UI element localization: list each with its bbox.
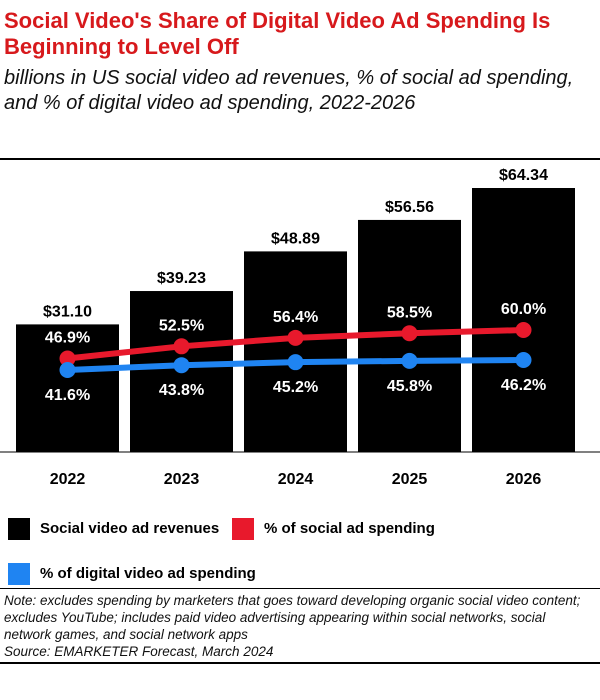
legend-swatch-digital [8,563,30,585]
legend-swatch-social [232,518,254,540]
digital-share-point-2025 [401,352,418,369]
legend-swatch-bars [8,518,30,540]
digital-share-value-label-2023: 43.8% [159,382,204,399]
x-tick-label-2023: 2023 [164,471,200,488]
digital-share-point-2022 [59,362,76,378]
social-share-value-label-2026: 60.0% [501,301,546,318]
bar-value-label-2026: $64.34 [499,167,548,184]
legend-label-social: % of social ad spending [264,520,435,537]
social-share-point-2022 [59,350,76,367]
social-share-point-2023 [173,338,190,355]
note-rule [0,588,600,589]
bottom-rule [0,662,600,664]
bar-2024 [244,251,347,452]
chart-subtitle: billions in US social video ad revenues,… [4,67,574,114]
social-share-value-label-2023: 52.5% [159,317,204,334]
bar-2026 [472,188,575,452]
social-share-value-label-2025: 58.5% [387,304,432,321]
top-rule [0,158,600,160]
social-share-value-label-2024: 56.4% [273,309,318,326]
digital-share-point-2023 [173,357,190,374]
digital-share-value-label-2026: 46.2% [501,377,546,394]
bar-value-label-2024: $48.89 [271,230,320,247]
digital-share-value-label-2025: 45.8% [387,378,432,395]
bar-value-label-2025: $56.56 [385,199,434,216]
chart-area: $31.10 2022 $39.23 2023 $48.89 2024 $56.56 2025… [0,167,600,488]
x-tick-label-2024: 2024 [278,471,314,488]
note-text: Note: excludes spending by marketers tha… [4,593,581,642]
bar-value-label-2022: $31.10 [43,303,92,320]
x-tick-label-2022: 2022 [50,471,86,488]
x-tick-label-2026: 2026 [506,471,542,488]
chart-notes: Note: excludes spending by marketers tha… [4,592,596,660]
social-share-point-2026 [515,322,532,338]
chart-title: Social Video's Share of Digital Video Ad… [4,8,551,59]
digital-share-point-2024 [287,354,304,371]
legend-label-digital: % of digital video ad spending [40,565,256,582]
source-text: Source: EMARKETER Forecast, March 2024 [4,644,274,659]
digital-share-point-2026 [515,352,532,368]
social-share-point-2024 [287,329,304,346]
social-share-point-2025 [401,325,418,342]
social-share-value-label-2022: 46.9% [45,329,90,346]
bar-2022 [16,324,119,452]
digital-share-value-label-2024: 45.2% [273,379,318,396]
bar-value-label-2023: $39.23 [157,270,206,287]
legend-label-bars: Social video ad revenues [40,520,220,537]
digital-share-value-label-2022: 41.6% [45,387,90,404]
x-tick-label-2025: 2025 [392,471,428,488]
